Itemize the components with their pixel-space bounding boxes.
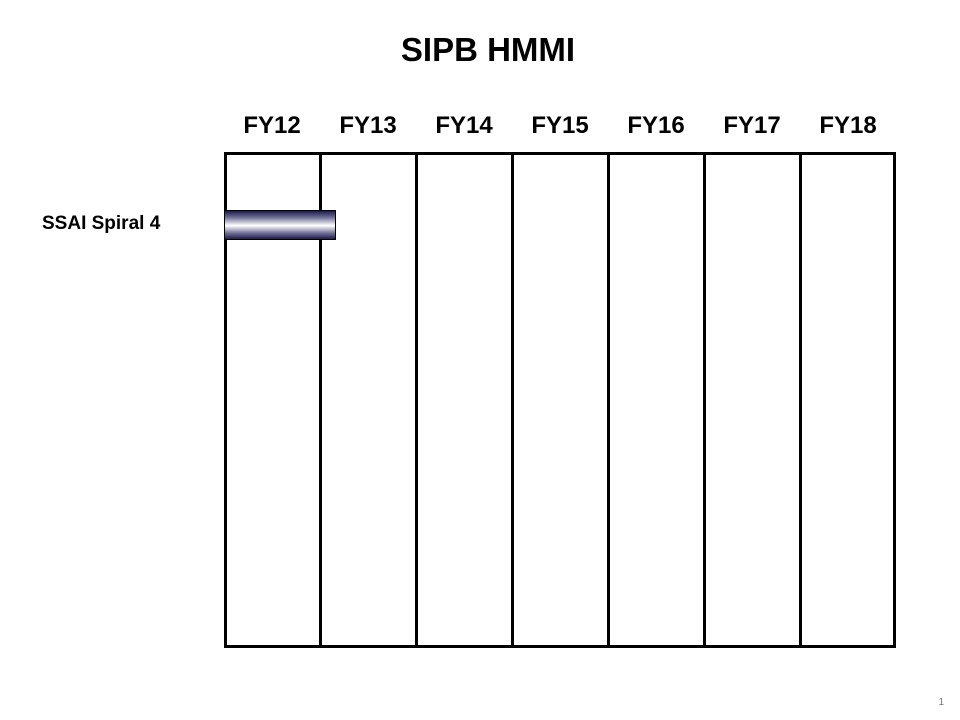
fiscal-year-label: FY17 <box>723 112 781 139</box>
fiscal-year-label: FY13 <box>339 112 397 139</box>
year-divider <box>799 152 802 648</box>
task-label: SSAI Spiral 4 <box>42 213 161 234</box>
timeline-grid <box>224 152 896 648</box>
year-divider <box>415 152 418 648</box>
task-bar <box>224 210 337 240</box>
page-number: 1 <box>938 697 944 708</box>
fiscal-year-label: FY16 <box>627 112 685 139</box>
fiscal-year-label: FY15 <box>531 112 589 139</box>
fiscal-year-label: FY12 <box>243 112 301 139</box>
fiscal-year-label: FY14 <box>435 112 493 139</box>
year-divider <box>511 152 514 648</box>
year-divider <box>319 152 322 648</box>
fiscal-year-label: FY18 <box>819 112 877 139</box>
year-divider <box>703 152 706 648</box>
year-divider <box>607 152 610 648</box>
slide-title: SIPB HMMI <box>400 31 576 68</box>
